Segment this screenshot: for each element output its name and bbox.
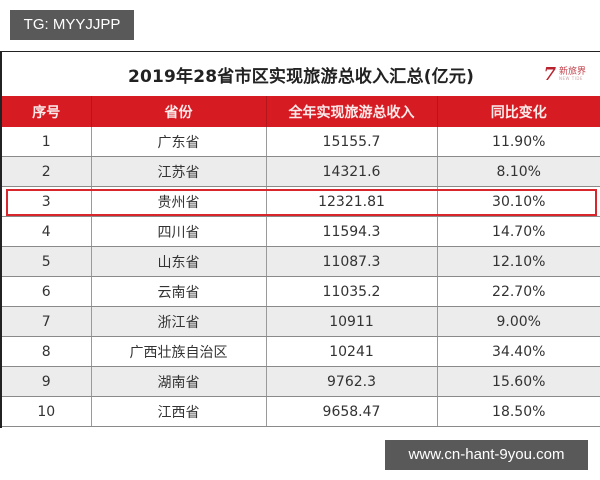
province-cell: 浙江省 (91, 306, 267, 337)
change-cell: 11.90% (437, 127, 600, 157)
change-cell: 30.10% (437, 186, 600, 217)
column-header-province: 省份 (91, 96, 267, 127)
brand-logo: 7 新旅界 NEW TIDE (543, 63, 586, 85)
logo-name: 新旅界 (558, 66, 586, 77)
table-row: 1 广东省 15155.7 11.90% (2, 127, 600, 157)
table-header-row: 序号 省份 全年实现旅游总收入 同比变化 (2, 96, 600, 127)
revenue-cell: 9762.3 (266, 366, 438, 397)
revenue-table: 序号 省份 全年实现旅游总收入 同比变化 1 广东省 15155.7 11.90… (2, 96, 600, 427)
change-cell: 9.00% (437, 306, 600, 337)
rank-cell: 5 (2, 246, 92, 277)
change-cell: 18.50% (437, 396, 600, 427)
table-row-highlighted: 3 贵州省 12321.81 30.10% (2, 186, 600, 217)
revenue-cell: 11594.3 (266, 216, 438, 247)
tourism-revenue-table-card: 2019年28省市区实现旅游总收入汇总(亿元) 7 新旅界 NEW TIDE 序… (0, 51, 600, 428)
table-title: 2019年28省市区实现旅游总收入汇总(亿元) (127, 67, 475, 87)
revenue-cell: 14321.6 (266, 156, 438, 187)
rank-cell: 9 (2, 366, 92, 397)
change-cell: 14.70% (437, 216, 600, 247)
revenue-cell: 11035.2 (266, 276, 438, 307)
change-cell: 34.40% (437, 336, 600, 367)
column-header-revenue: 全年实现旅游总收入 (266, 96, 438, 127)
watermark-bottom-right: www.cn-hant-9you.com (385, 440, 588, 470)
rank-cell: 8 (2, 336, 92, 367)
rank-cell: 10 (2, 396, 92, 427)
rank-cell: 4 (2, 216, 92, 247)
province-cell: 贵州省 (91, 186, 267, 217)
table-row: 7 浙江省 10911 9.00% (2, 306, 600, 337)
province-cell: 广东省 (91, 127, 267, 157)
rank-cell: 6 (2, 276, 92, 307)
revenue-cell: 12321.81 (266, 186, 438, 217)
table-row: 6 云南省 11035.2 22.70% (2, 276, 600, 307)
rank-cell: 7 (2, 306, 92, 337)
rank-cell: 3 (2, 186, 92, 217)
revenue-cell: 15155.7 (266, 127, 438, 157)
province-cell: 湖南省 (91, 366, 267, 397)
column-header-rank: 序号 (2, 96, 92, 127)
table-row: 4 四川省 11594.3 14.70% (2, 216, 600, 247)
table-row: 9 湖南省 9762.3 15.60% (2, 366, 600, 397)
province-cell: 江西省 (91, 396, 267, 427)
table-row: 8 广西壮族自治区 10241 34.40% (2, 336, 600, 367)
rank-cell: 1 (2, 127, 92, 157)
province-cell: 云南省 (91, 276, 267, 307)
change-cell: 15.60% (437, 366, 600, 397)
table-row: 10 江西省 9658.47 18.50% (2, 396, 600, 427)
change-cell: 8.10% (437, 156, 600, 187)
change-cell: 12.10% (437, 246, 600, 277)
change-cell: 22.70% (437, 276, 600, 307)
rank-cell: 2 (2, 156, 92, 187)
title-row: 2019年28省市区实现旅游总收入汇总(亿元) 7 新旅界 NEW TIDE (2, 52, 600, 96)
province-cell: 山东省 (91, 246, 267, 277)
province-cell: 广西壮族自治区 (91, 336, 267, 367)
column-header-change: 同比变化 (437, 96, 600, 127)
revenue-cell: 10241 (266, 336, 438, 367)
logo-mark-icon: 7 (543, 63, 556, 85)
table-row: 5 山东省 11087.3 12.10% (2, 246, 600, 277)
table-row: 2 江苏省 14321.6 8.10% (2, 156, 600, 187)
province-cell: 四川省 (91, 216, 267, 247)
watermark-top-left: TG: MYYJJPP (10, 10, 134, 40)
revenue-cell: 10911 (266, 306, 438, 337)
revenue-cell: 9658.47 (266, 396, 438, 427)
logo-subtext: NEW TIDE (558, 75, 583, 81)
revenue-cell: 11087.3 (266, 246, 438, 277)
province-cell: 江苏省 (91, 156, 267, 187)
